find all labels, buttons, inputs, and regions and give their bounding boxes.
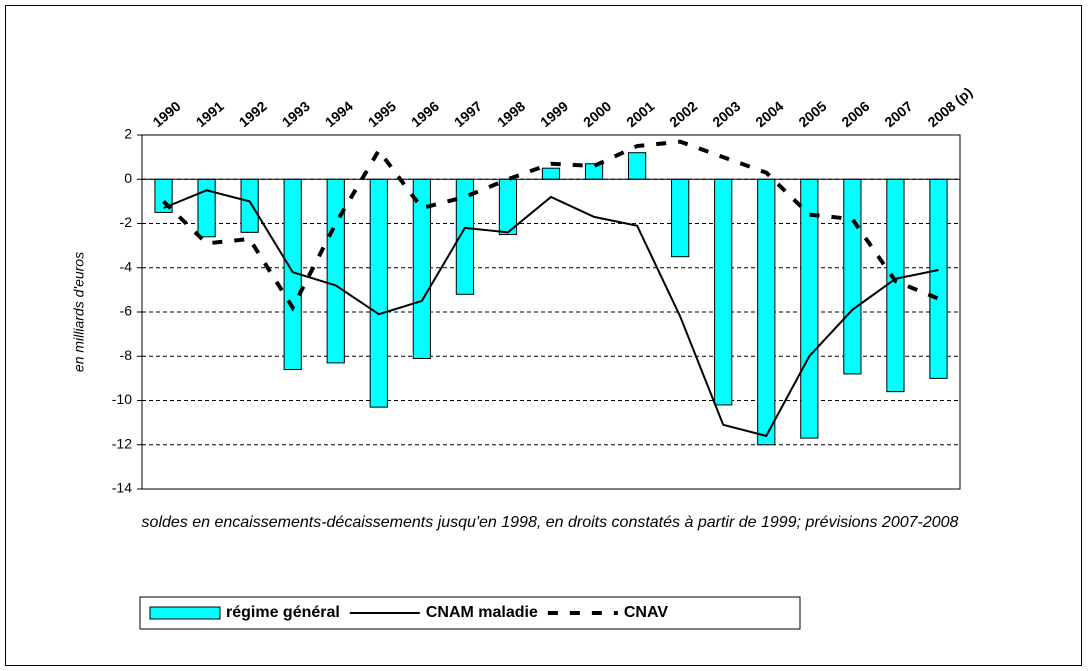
y-axis-label: en milliards d'euros [71,252,87,372]
y-tick-label: -8 [120,347,133,363]
bar [627,152,647,180]
bar [671,178,690,258]
y-tick-label: -14 [112,480,132,496]
y-tick-label: -6 [120,303,133,319]
y-tick-label: -12 [112,435,132,451]
legend-label: CNAM maladie [426,604,538,621]
bar [326,178,345,364]
bar [714,178,733,406]
bar [240,178,259,233]
bar [197,178,216,238]
y-tick-label: -2 [120,214,133,230]
legend-label: régime général [226,604,340,621]
note: soldes en encaissements-décaissements ju… [141,514,959,531]
legend-swatch [149,606,221,620]
legend-box [139,596,801,630]
bar [843,178,862,375]
line-series [163,189,939,438]
bar [369,178,388,408]
y-tick-label: 0 [124,170,132,186]
bar [800,178,819,439]
bar [584,163,604,180]
bar [886,178,905,393]
y-tick-label: -10 [112,391,132,407]
line-series [162,139,940,312]
y-tick-label: 2 [124,126,132,142]
bar [929,178,948,379]
bar [541,167,561,180]
bar [757,178,776,446]
y-tick-label: -4 [120,258,133,274]
legend-label: CNAV [624,604,668,621]
